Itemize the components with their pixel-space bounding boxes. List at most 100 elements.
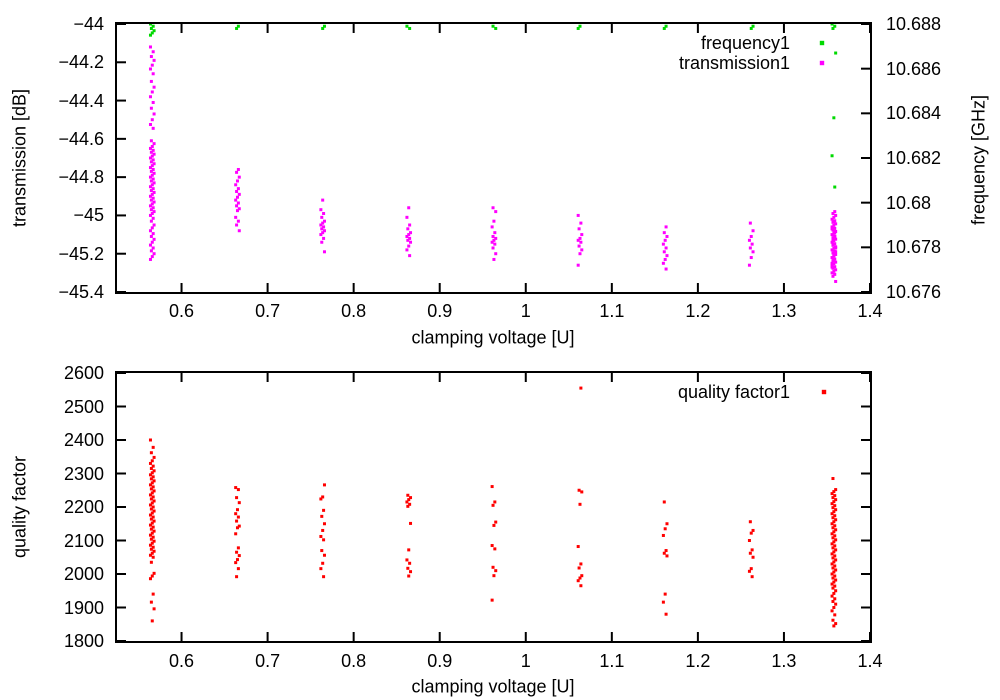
data-point (834, 558, 838, 562)
data-point (152, 571, 156, 575)
data-point (832, 530, 836, 534)
bottom-plot-frame: quality factor1 (115, 371, 872, 643)
data-point (234, 215, 238, 219)
data-point (152, 112, 156, 116)
data-point (150, 240, 154, 244)
data-point (150, 226, 154, 230)
bottom-plot-canvas: quality factor1 (117, 373, 870, 641)
data-point (491, 246, 495, 250)
data-point (750, 242, 754, 246)
data-point (834, 568, 838, 572)
data-point (490, 485, 494, 489)
data-point (150, 173, 154, 177)
legend-marker (819, 40, 825, 46)
data-point (148, 533, 152, 537)
data-point (834, 250, 838, 254)
data-point (408, 502, 412, 506)
data-point (662, 26, 666, 30)
data-point (150, 164, 154, 168)
data-point (152, 200, 156, 204)
data-point (832, 246, 836, 250)
data-point (151, 24, 155, 28)
data-point (662, 231, 666, 235)
data-point (150, 531, 154, 535)
data-point (405, 558, 409, 562)
y-tick-label: 2100 (63, 530, 104, 551)
data-point (578, 576, 582, 580)
data-point (406, 238, 410, 242)
data-point (830, 256, 834, 260)
data-point (236, 515, 240, 519)
data-point (833, 234, 837, 238)
data-point (833, 242, 837, 246)
data-point (148, 243, 152, 247)
y2-tick-label: 10.68 (886, 192, 932, 213)
data-point (490, 240, 494, 244)
data-point (319, 497, 323, 501)
data-point (576, 238, 580, 242)
data-point (834, 508, 838, 512)
data-point (150, 255, 154, 259)
data-point (747, 263, 751, 267)
data-point (409, 521, 413, 525)
data-point (830, 261, 834, 265)
data-point (665, 254, 669, 258)
data-point (148, 523, 152, 527)
data-point (319, 208, 323, 212)
data-point (151, 445, 155, 449)
data-point (492, 238, 496, 242)
data-point (664, 24, 668, 28)
data-point (832, 490, 836, 494)
data-point (830, 248, 834, 252)
data-point (577, 244, 581, 248)
data-point (152, 190, 156, 194)
data-point (576, 263, 580, 267)
data-point (405, 24, 409, 28)
data-point (830, 265, 834, 269)
data-point (321, 221, 325, 225)
data-point (151, 535, 155, 539)
data-point (149, 106, 153, 110)
data-point (149, 600, 153, 604)
data-point (834, 222, 838, 226)
data-point (491, 234, 495, 238)
data-point (834, 279, 838, 283)
data-point (151, 177, 155, 181)
data-point (834, 518, 838, 522)
data-point (149, 517, 153, 521)
data-point (149, 466, 153, 470)
data-point (322, 219, 326, 223)
data-point (407, 574, 411, 578)
data-point (832, 510, 836, 514)
x-tick-label: 1.3 (771, 301, 797, 321)
data-point (148, 146, 152, 150)
data-point (832, 262, 836, 266)
data-point (831, 274, 835, 278)
data-point (148, 166, 152, 170)
data-point (494, 569, 498, 573)
legend-label: frequency1 (701, 33, 790, 53)
data-point (576, 26, 580, 30)
data-point (830, 609, 834, 613)
data-point (662, 250, 666, 254)
data-point (152, 252, 156, 256)
data-point (152, 142, 156, 146)
data-point (830, 502, 834, 506)
data-point (407, 244, 411, 248)
data-point (319, 534, 323, 538)
data-point (833, 524, 837, 528)
data-point (494, 520, 498, 524)
data-point (151, 525, 155, 529)
data-point (580, 233, 584, 237)
data-point (830, 522, 834, 526)
data-point (831, 496, 835, 500)
data-point (148, 503, 152, 507)
data-point (831, 236, 835, 240)
data-point (751, 229, 755, 233)
y2-tick-label: 10.678 (886, 237, 942, 258)
data-point (149, 477, 153, 481)
data-point (405, 215, 409, 219)
x-tick-label: 0.9 (427, 651, 453, 671)
x-tick-label: 1.4 (857, 301, 883, 321)
data-point (494, 26, 498, 30)
